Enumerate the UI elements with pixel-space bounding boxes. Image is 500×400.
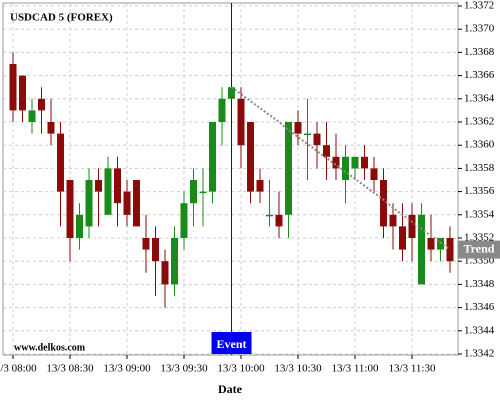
candle-body: [380, 180, 387, 227]
candle-body: [76, 214, 83, 238]
candle-body: [133, 180, 140, 227]
y-tick-label: 1.3360: [464, 139, 495, 151]
candle-body: [47, 122, 55, 134]
trend-tag: [458, 240, 500, 259]
x-tick-label: 13/3 10:30: [274, 363, 322, 375]
y-tick-label: 1.3366: [464, 69, 495, 81]
candle-body: [408, 214, 416, 238]
candle-body: [247, 122, 254, 192]
trend-label: Trend: [464, 241, 495, 255]
y-tick-label: 1.3356: [464, 185, 495, 197]
candle-body: [218, 98, 226, 122]
candle-body: [304, 133, 311, 136]
candle-body: [85, 180, 93, 227]
candle-body: [237, 98, 245, 146]
x-tick-label: 13/3 09:30: [160, 363, 208, 375]
x-axis-label: Date: [218, 382, 243, 396]
candle-body: [190, 180, 197, 204]
y-tick-label: 1.3352: [464, 232, 494, 244]
candle-body: [313, 133, 321, 146]
candle-body: [114, 168, 121, 204]
y-tick-label: 1.3358: [464, 162, 495, 174]
y-tick-label: 1.3370: [464, 23, 495, 35]
candle-body: [38, 98, 45, 111]
event-box: [211, 332, 252, 354]
y-tick-label: 1.3344: [464, 324, 495, 336]
y-tick-label: 1.3348: [464, 278, 495, 290]
candle-body: [323, 145, 330, 157]
candle-body: [427, 238, 435, 250]
candle-body: [370, 168, 378, 180]
y-tick-label: 1.3342: [464, 348, 494, 360]
candle-body: [332, 156, 340, 169]
y-tick-label: 1.3372: [464, 0, 494, 12]
candle-body: [152, 238, 159, 262]
candle-body: [399, 226, 406, 250]
candle-body: [123, 191, 131, 215]
candle-body: [256, 180, 264, 192]
y-tick-label: 1.3368: [464, 46, 495, 58]
candle-body: [19, 75, 26, 111]
candle-body: [275, 214, 283, 227]
y-tick-label: 1.3362: [464, 116, 494, 128]
candle-body: [389, 214, 397, 227]
candle-body: [161, 261, 169, 285]
candle-body: [351, 156, 359, 169]
candle-body: [28, 110, 36, 122]
candle-body: [228, 87, 235, 99]
candle-body: [361, 156, 368, 169]
y-tick-label: 1.3354: [464, 208, 495, 220]
x-tick-label: 13/3 11:00: [332, 363, 379, 375]
x-tick-label: 13/3 09:00: [103, 363, 151, 375]
x-tick-label: 13/3 08:30: [46, 363, 94, 375]
candle-body: [418, 214, 425, 285]
candle-body: [9, 64, 17, 111]
x-tick-label: 13/3 10:00: [217, 363, 265, 375]
candle-body: [180, 203, 188, 238]
candle-body: [209, 122, 216, 192]
candle-body: [66, 180, 74, 238]
candle-body: [57, 133, 64, 192]
candle-body: [142, 238, 150, 250]
chart-title: USDCAD 5 (FOREX): [10, 12, 113, 24]
candle-body: [199, 191, 207, 194]
watermark: www.delkos.com: [14, 342, 86, 353]
y-tick-label: 1.3346: [464, 301, 495, 313]
y-tick-label: 1.3364: [464, 92, 495, 104]
x-tick-label: 13/3 08:00: [0, 363, 37, 375]
plot-frame: [2, 2, 459, 356]
trend-line: [230, 86, 451, 251]
candle-body: [285, 122, 292, 215]
candle-body: [104, 168, 112, 215]
candle-body: [171, 238, 178, 285]
candle-body: [342, 156, 349, 180]
x-tick-label: 13/3 11:30: [389, 363, 436, 375]
candle-body: [266, 214, 273, 217]
candle-body: [294, 122, 302, 134]
candle-body: [95, 180, 102, 192]
event-label: Event: [217, 337, 247, 351]
